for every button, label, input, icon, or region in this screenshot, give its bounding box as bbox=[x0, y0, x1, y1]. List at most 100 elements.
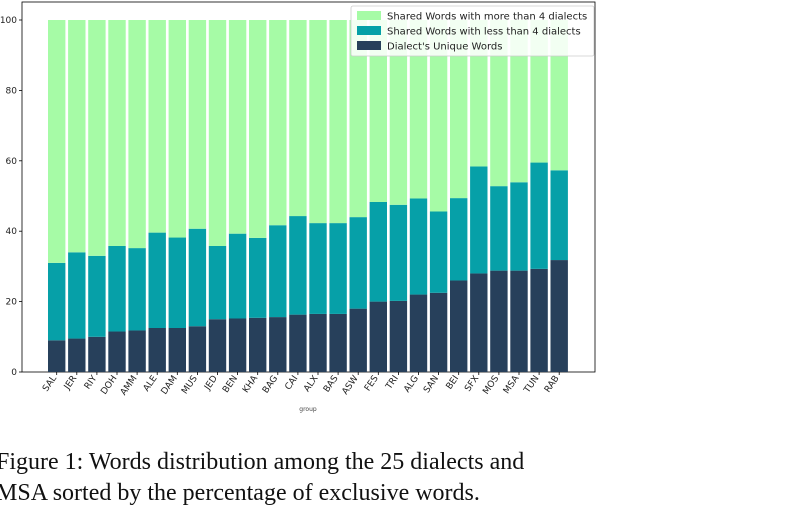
bar-rab-series-1 bbox=[550, 260, 568, 372]
bar-asw-series-2 bbox=[349, 217, 367, 309]
bar-ben-series-1 bbox=[228, 318, 247, 372]
bar-asw-series-3 bbox=[349, 20, 367, 218]
y-tick-label-40: 40 bbox=[6, 227, 18, 237]
bar-fes-series-2 bbox=[369, 201, 387, 302]
bar-alx-series-2 bbox=[309, 223, 327, 314]
bar-mos-series-1 bbox=[490, 270, 508, 372]
x-tick-label-rab: RAB bbox=[543, 374, 562, 395]
bar-tri-series-3 bbox=[389, 20, 408, 205]
legend-swatch-2 bbox=[357, 26, 381, 35]
x-tick-label-tri: TRI bbox=[384, 374, 401, 392]
bar-ale-series-1 bbox=[148, 328, 166, 372]
legend-box bbox=[350, 5, 595, 57]
bar-jer-series-3 bbox=[68, 20, 86, 253]
x-tick-label-jed: JED bbox=[202, 374, 220, 393]
y-tick-label-20: 20 bbox=[6, 298, 18, 308]
x-tick-label-dam: DAM bbox=[160, 374, 180, 397]
legend-label-2: Shared Words with less than 4 dialects bbox=[387, 27, 581, 38]
x-tick-label-asw: ASW bbox=[341, 374, 361, 397]
x-tick-label-doh: DOH bbox=[99, 374, 119, 397]
bar-alg-series-1 bbox=[409, 294, 428, 372]
bar-doh-series-1 bbox=[108, 331, 126, 372]
bar-riy-series-1 bbox=[88, 336, 106, 372]
bar-bag-series-2 bbox=[269, 225, 287, 318]
x-tick-label-mos: MOS bbox=[481, 374, 501, 397]
bar-mus-series-1 bbox=[188, 326, 207, 372]
bar-rab-series-3 bbox=[550, 20, 568, 171]
bar-riy-series-3 bbox=[88, 20, 106, 256]
bar-sfx-series-3 bbox=[470, 20, 488, 167]
legend-label-1: Shared Words with more than 4 dialects bbox=[387, 12, 587, 23]
x-tick-label-bei: BEI bbox=[445, 374, 462, 392]
bar-san-series-3 bbox=[429, 20, 448, 212]
bar-cai-series-2 bbox=[289, 216, 307, 315]
bar-msa-series-2 bbox=[510, 182, 528, 271]
bar-ale-series-2 bbox=[148, 232, 166, 328]
x-tick-label-amm: AMM bbox=[119, 374, 140, 398]
plot-frame bbox=[21, 1, 596, 373]
bar-msa-series-1 bbox=[510, 270, 528, 372]
bar-mus-series-2 bbox=[188, 228, 207, 327]
y-tick-label-80: 80 bbox=[6, 86, 18, 96]
x-tick-label-bag: BAG bbox=[261, 374, 280, 395]
bar-sfx-series-2 bbox=[470, 166, 488, 274]
bar-kha-series-2 bbox=[249, 237, 267, 318]
x-tick-label-san: SAN bbox=[422, 374, 441, 395]
legend-swatch-1 bbox=[357, 11, 381, 20]
stacked-bar-chart: SAL JER RIY DOH AMM ALE DAM MUS JED BEN KHA BAG CAI A… bbox=[0, 1, 596, 413]
x-tick-label-cai: CAI bbox=[283, 374, 300, 392]
bar-dam-series-1 bbox=[168, 328, 186, 372]
legend-swatch-3 bbox=[357, 41, 381, 50]
bar-ben-series-2 bbox=[228, 233, 247, 319]
bar-doh-series-2 bbox=[108, 245, 126, 332]
bar-tri-series-2 bbox=[389, 204, 408, 301]
bar-dam-series-3 bbox=[168, 20, 186, 238]
x-tick-label-tun: TUN bbox=[522, 374, 542, 396]
bar-cai-series-1 bbox=[289, 314, 307, 372]
bar-fes-series-1 bbox=[369, 301, 387, 372]
bar-bag-series-1 bbox=[269, 317, 287, 372]
bar-alx-series-3 bbox=[309, 20, 327, 224]
y-tick-label-60: 60 bbox=[6, 157, 18, 167]
bar-jed-series-1 bbox=[208, 319, 227, 372]
bar-asw-series-1 bbox=[349, 308, 367, 372]
bar-ben-series-3 bbox=[228, 20, 247, 234]
y-tick-label-0: 0 bbox=[11, 368, 17, 378]
bar-amm-series-1 bbox=[128, 330, 146, 372]
x-tick-label-kha: KHA bbox=[241, 373, 260, 395]
bar-alx-series-1 bbox=[309, 313, 327, 372]
bar-bei-series-1 bbox=[450, 280, 468, 372]
x-tick-label-msa: MSA bbox=[502, 373, 522, 396]
bar-sal-series-2 bbox=[48, 262, 66, 341]
bar-sal-series-1 bbox=[48, 340, 66, 372]
bar-sfx-series-1 bbox=[470, 273, 488, 372]
x-tick-label-alx: ALX bbox=[302, 374, 320, 394]
bar-amm-series-2 bbox=[128, 248, 146, 331]
x-tick-label-bas: BAS bbox=[322, 374, 341, 395]
x-tick-label-mus: MUS bbox=[180, 374, 200, 396]
legend-label-3: Dialect's Unique Words bbox=[387, 42, 502, 53]
bar-alg-series-3 bbox=[409, 20, 428, 199]
x-tick-label-sfx: SFX bbox=[463, 374, 481, 394]
x-tick-label-fes: FES bbox=[363, 374, 381, 394]
bar-doh-series-3 bbox=[108, 20, 126, 246]
x-axis-title: group bbox=[299, 406, 317, 413]
y-tick-label-100: 100 bbox=[0, 16, 17, 26]
figure-caption: Figure 1: Words distribution among the 2… bbox=[0, 449, 525, 506]
bar-msa-series-3 bbox=[510, 20, 528, 183]
bar-sal-series-3 bbox=[48, 20, 66, 263]
bar-tun-series-2 bbox=[530, 162, 548, 269]
bar-san-series-2 bbox=[429, 211, 448, 293]
bar-kha-series-3 bbox=[249, 20, 267, 238]
bar-fes-series-3 bbox=[369, 20, 387, 202]
bar-ale-series-3 bbox=[148, 20, 166, 233]
bar-mos-series-3 bbox=[490, 20, 508, 187]
bar-bei-series-3 bbox=[450, 20, 468, 199]
x-tick-label-alg: ALG bbox=[402, 374, 421, 395]
x-tick-label-jer: JER bbox=[62, 374, 79, 393]
x-tick-label-sal: SAL bbox=[41, 374, 59, 394]
bar-mus-series-3 bbox=[188, 20, 207, 229]
x-tick-label-ben: BEN bbox=[221, 374, 240, 395]
bar-bei-series-2 bbox=[450, 198, 468, 281]
bar-dam-series-2 bbox=[168, 237, 186, 328]
